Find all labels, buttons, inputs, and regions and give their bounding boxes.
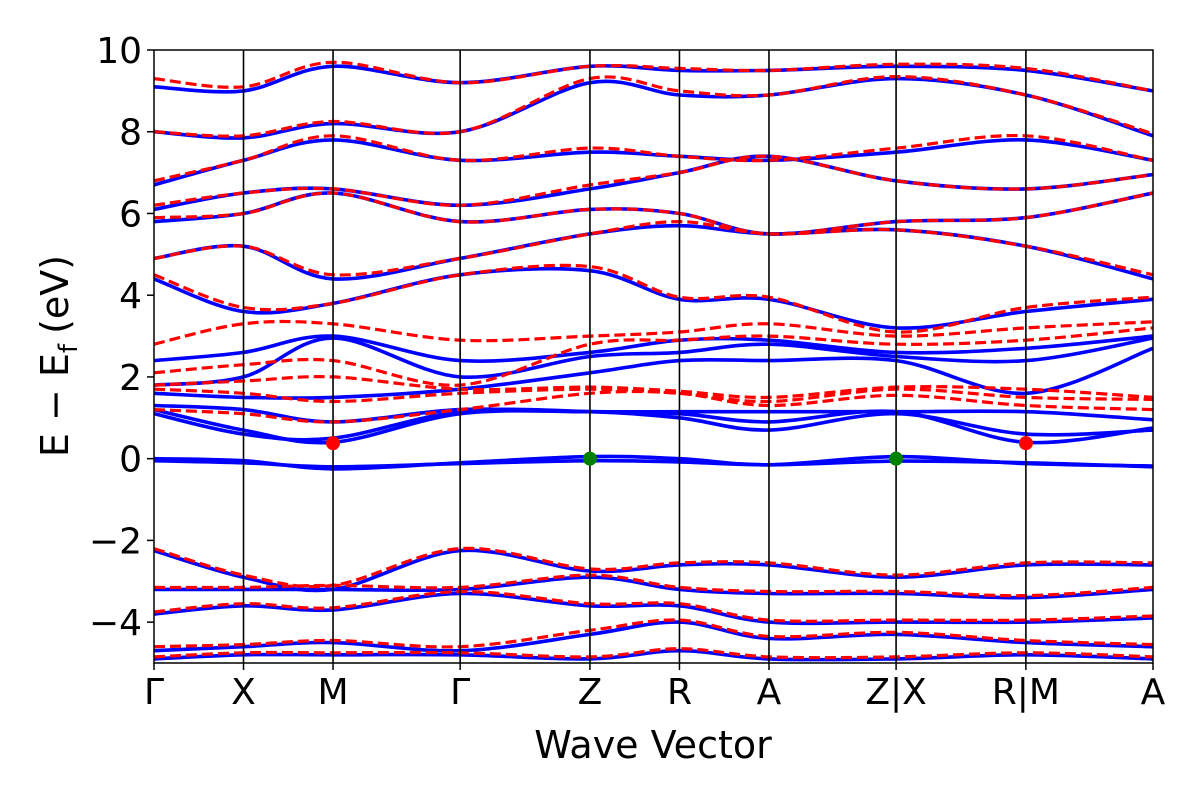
- dashed-band-line-11: [154, 60, 1153, 93]
- solid-band-line-1: [154, 454, 1153, 471]
- solid-band-line-16: [154, 575, 1153, 600]
- solid-band-line-3: [154, 407, 1153, 442]
- solid-band-line-12: [154, 137, 1153, 187]
- dashed-band-line-8: [154, 154, 1153, 207]
- solid-band-line-17: [154, 591, 1153, 626]
- y-tick-label-2: 6: [119, 194, 142, 235]
- bands-layer: [154, 60, 1153, 662]
- x-axis-ticks: Γ X M Γ Z R A Z|X R|M A: [144, 663, 1166, 713]
- dashed-band-line-10: [154, 75, 1153, 138]
- band-edge-marker-1: [582, 451, 597, 466]
- solid-band-line-18: [154, 620, 1153, 653]
- band-edge-marker-0: [326, 436, 341, 451]
- dashed-band-line-13: [154, 573, 1153, 598]
- x-tick-label-9: A: [1141, 672, 1166, 713]
- x-tick-label-6: A: [757, 672, 782, 713]
- x-tick-label-1: X: [231, 672, 256, 713]
- y-tick-label-3: 4: [119, 276, 142, 317]
- x-tick-label-0: Γ: [144, 672, 164, 713]
- solid-band-line-14: [154, 64, 1153, 94]
- x-tick-label-8: R|M: [992, 672, 1060, 713]
- dashed-band-line-16: [154, 647, 1153, 660]
- band-edge-marker-2: [889, 451, 904, 466]
- dashed-band-line-2: [154, 326, 1153, 387]
- dashed-band-line-15: [154, 618, 1153, 649]
- x-tick-label-5: R: [667, 672, 692, 713]
- y-tick-label-6: −2: [89, 521, 142, 562]
- y-axis-ticks: 10 8 6 4 2 0 −2 −4: [89, 31, 154, 644]
- band-edge-marker-3: [1018, 436, 1033, 451]
- y-axis-title-main: E − E: [33, 353, 77, 457]
- dashed-band-line-6: [154, 220, 1153, 277]
- x-tick-label-4: Z: [578, 672, 603, 713]
- dashed-band-line-0: [154, 387, 1153, 404]
- dashed-band-line-14: [154, 589, 1153, 623]
- y-axis-title-unit: (eV): [33, 255, 77, 334]
- solid-band-line-11: [154, 154, 1153, 212]
- band-edge-markers: [326, 436, 1033, 466]
- y-tick-label-5: 0: [119, 440, 142, 481]
- y-tick-label-1: 8: [119, 113, 142, 154]
- y-axis-title-subscript: f: [54, 343, 84, 353]
- y-axis-title: E − Ef (eV): [33, 255, 84, 457]
- dashed-band-line-7: [154, 191, 1153, 236]
- solid-band-line-19: [154, 648, 1153, 662]
- solid-band-line-5: [154, 346, 1153, 400]
- solid-band-line-7: [154, 334, 1153, 363]
- solid-band-line-6: [154, 336, 1153, 387]
- solid-band-line-13: [154, 76, 1153, 140]
- plot-frame: [153, 49, 1154, 664]
- x-axis-title: Wave Vector: [534, 723, 772, 767]
- y-tick-label-7: −4: [89, 603, 142, 644]
- dashed-band-line-4: [154, 389, 1153, 424]
- x-tick-label-7: Z|X: [865, 672, 926, 713]
- solid-band-line-8: [154, 266, 1153, 330]
- dashed-band-line-5: [154, 263, 1153, 334]
- x-tick-label-2: M: [318, 672, 349, 713]
- x-tick-label-3: Γ: [450, 672, 470, 713]
- high-symmetry-lines: [242, 50, 1027, 663]
- dashed-band-line-1: [154, 375, 1153, 400]
- y-tick-label-4: 2: [119, 358, 142, 399]
- dashed-band-line-3: [154, 319, 1153, 346]
- y-tick-label-0: 10: [96, 31, 142, 72]
- dashed-band-line-9: [154, 133, 1153, 183]
- solid-band-line-9: [154, 223, 1153, 281]
